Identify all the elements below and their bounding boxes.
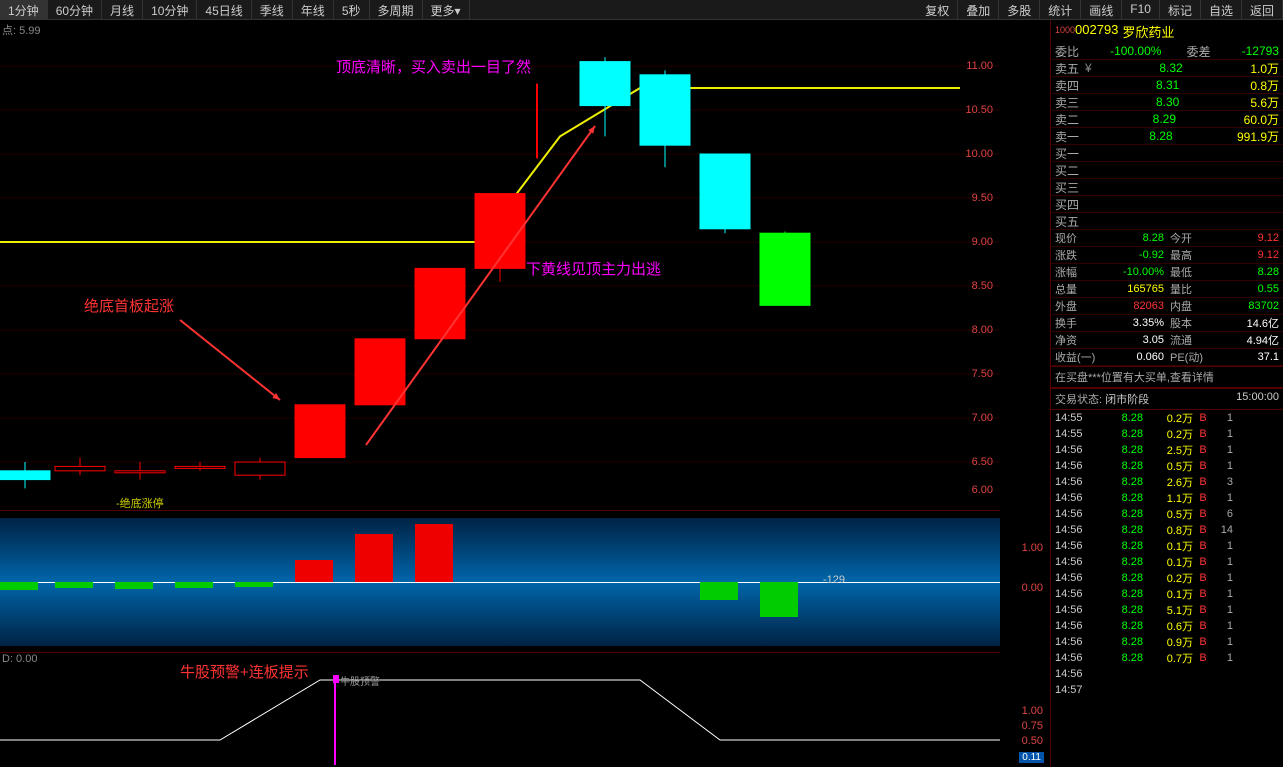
- bid-row: 买二: [1051, 162, 1283, 179]
- timeframe-1分钟[interactable]: 1分钟: [0, 0, 48, 19]
- stock-code: 002793: [1075, 22, 1118, 41]
- timeframe-10分钟[interactable]: 10分钟: [143, 0, 197, 19]
- info-row: 外盘82063内盘83702: [1051, 298, 1283, 315]
- annotation: 绝底首板起涨: [84, 295, 174, 316]
- trade-row: 14:568.280.8万B14: [1051, 522, 1283, 538]
- ask-row: 卖一8.28991.9万: [1051, 128, 1283, 145]
- stock-header: 1000 002793 罗欣药业: [1051, 20, 1283, 43]
- ask-row: 卖四8.310.8万: [1051, 77, 1283, 94]
- chart-area[interactable]: 点: 5.99 11.0010.5010.009.509.008.508.007…: [0, 20, 1050, 767]
- status-1[interactable]: 在买盘***位置有大买单,查看详情: [1051, 366, 1283, 388]
- toolbtn-自选[interactable]: 自选: [1201, 0, 1242, 19]
- timeframe-年线[interactable]: 年线: [293, 0, 334, 19]
- annotation: 顶底清晰，买入卖出一目了然: [336, 56, 531, 77]
- info-row: 换手3.35%股本14.6亿: [1051, 315, 1283, 332]
- toolbtn-统计[interactable]: 统计: [1040, 0, 1081, 19]
- info-row: 收益(一)0.060PE(动)37.1: [1051, 349, 1283, 366]
- timeframe-月线[interactable]: 月线: [102, 0, 143, 19]
- trade-row: 14:558.280.2万B1: [1051, 410, 1283, 426]
- trade-row: 14:568.282.5万B1: [1051, 442, 1283, 458]
- trade-row: 14:568.280.7万B1: [1051, 650, 1283, 666]
- trade-row: 14:568.280.6万B1: [1051, 618, 1283, 634]
- trade-row: 14:568.280.9万B1: [1051, 634, 1283, 650]
- trade-row: 14:558.280.2万B1: [1051, 426, 1283, 442]
- candlestick-chart: 11.0010.5010.009.509.008.508.007.507.006…: [0, 20, 1000, 490]
- info-row: 涨跌-0.92最高9.12: [1051, 247, 1283, 264]
- stock-name: 罗欣药业: [1122, 22, 1174, 41]
- trade-row: 14:568.280.2万B1: [1051, 570, 1283, 586]
- toolbtn-复权[interactable]: 复权: [917, 0, 958, 19]
- bid-row: 买三: [1051, 179, 1283, 196]
- trade-row: 14:568.281.1万B1: [1051, 490, 1283, 506]
- timeframe-季线[interactable]: 季线: [252, 0, 293, 19]
- bid-row: 买四: [1051, 196, 1283, 213]
- annotation: -绝底涨停: [116, 495, 164, 511]
- timeframe-60分钟[interactable]: 60分钟: [48, 0, 102, 19]
- info-row: 涨幅-10.00%最低8.28: [1051, 264, 1283, 281]
- ratio-row: 委比 -100.00% 委差 -12793: [1051, 43, 1283, 60]
- timeframe-多周期[interactable]: 多周期: [370, 0, 423, 19]
- indicator-badge: 0.11: [1019, 752, 1044, 763]
- indicator-chart: 牛股预警 1.000.750.50 0.11: [0, 665, 1000, 765]
- status-2: 交易状态: 闭市阶段 15:00:00: [1051, 388, 1283, 410]
- bid-row: 买五: [1051, 213, 1283, 230]
- timeframe-更多▾[interactable]: 更多▾: [423, 0, 470, 19]
- toolbtn-叠加[interactable]: 叠加: [958, 0, 999, 19]
- volume-chart: 1.000.00 -129: [0, 518, 1000, 646]
- ask-row: 卖三8.305.6万: [1051, 94, 1283, 111]
- info-row: 净资3.05流通4.94亿: [1051, 332, 1283, 349]
- timeframe-45日线[interactable]: 45日线: [197, 0, 251, 19]
- timeframe-5秒[interactable]: 5秒: [334, 0, 370, 19]
- toolbtn-返回[interactable]: 返回: [1242, 0, 1283, 19]
- ask-row: 卖二8.2960.0万: [1051, 111, 1283, 128]
- info-row: 总量165765量比0.55: [1051, 281, 1283, 298]
- toolbtn-多股[interactable]: 多股: [999, 0, 1040, 19]
- bid-row: 买一: [1051, 145, 1283, 162]
- trade-row: 14:57: [1051, 682, 1283, 698]
- trade-row: 14:568.282.6万B3: [1051, 474, 1283, 490]
- annotation: 下黄线见顶主力出逃: [526, 258, 661, 279]
- toolbtn-标记[interactable]: 标记: [1160, 0, 1201, 19]
- toolbtn-F10[interactable]: F10: [1122, 0, 1160, 19]
- toolbtn-画线[interactable]: 画线: [1081, 0, 1122, 19]
- trade-row: 14:568.280.1万B1: [1051, 586, 1283, 602]
- info-row: 现价8.28今开9.12: [1051, 230, 1283, 247]
- vol-label: -129: [823, 574, 845, 586]
- trade-row: 14:568.280.1万B1: [1051, 554, 1283, 570]
- trade-row: 14:568.285.1万B1: [1051, 602, 1283, 618]
- trade-row: 14:568.280.5万B6: [1051, 506, 1283, 522]
- trade-row: 14:56: [1051, 666, 1283, 682]
- ask-row: 卖五¥8.321.0万: [1051, 60, 1283, 77]
- trade-row: 14:568.280.5万B1: [1051, 458, 1283, 474]
- top-toolbar: 1分钟60分钟月线10分钟45日线季线年线5秒多周期更多▾ 复权叠加多股统计画线…: [0, 0, 1283, 20]
- trade-row: 14:568.280.1万B1: [1051, 538, 1283, 554]
- side-panel: 1000 002793 罗欣药业 委比 -100.00% 委差 -12793 卖…: [1050, 20, 1283, 767]
- indicator-label: D: 0.00: [2, 653, 37, 665]
